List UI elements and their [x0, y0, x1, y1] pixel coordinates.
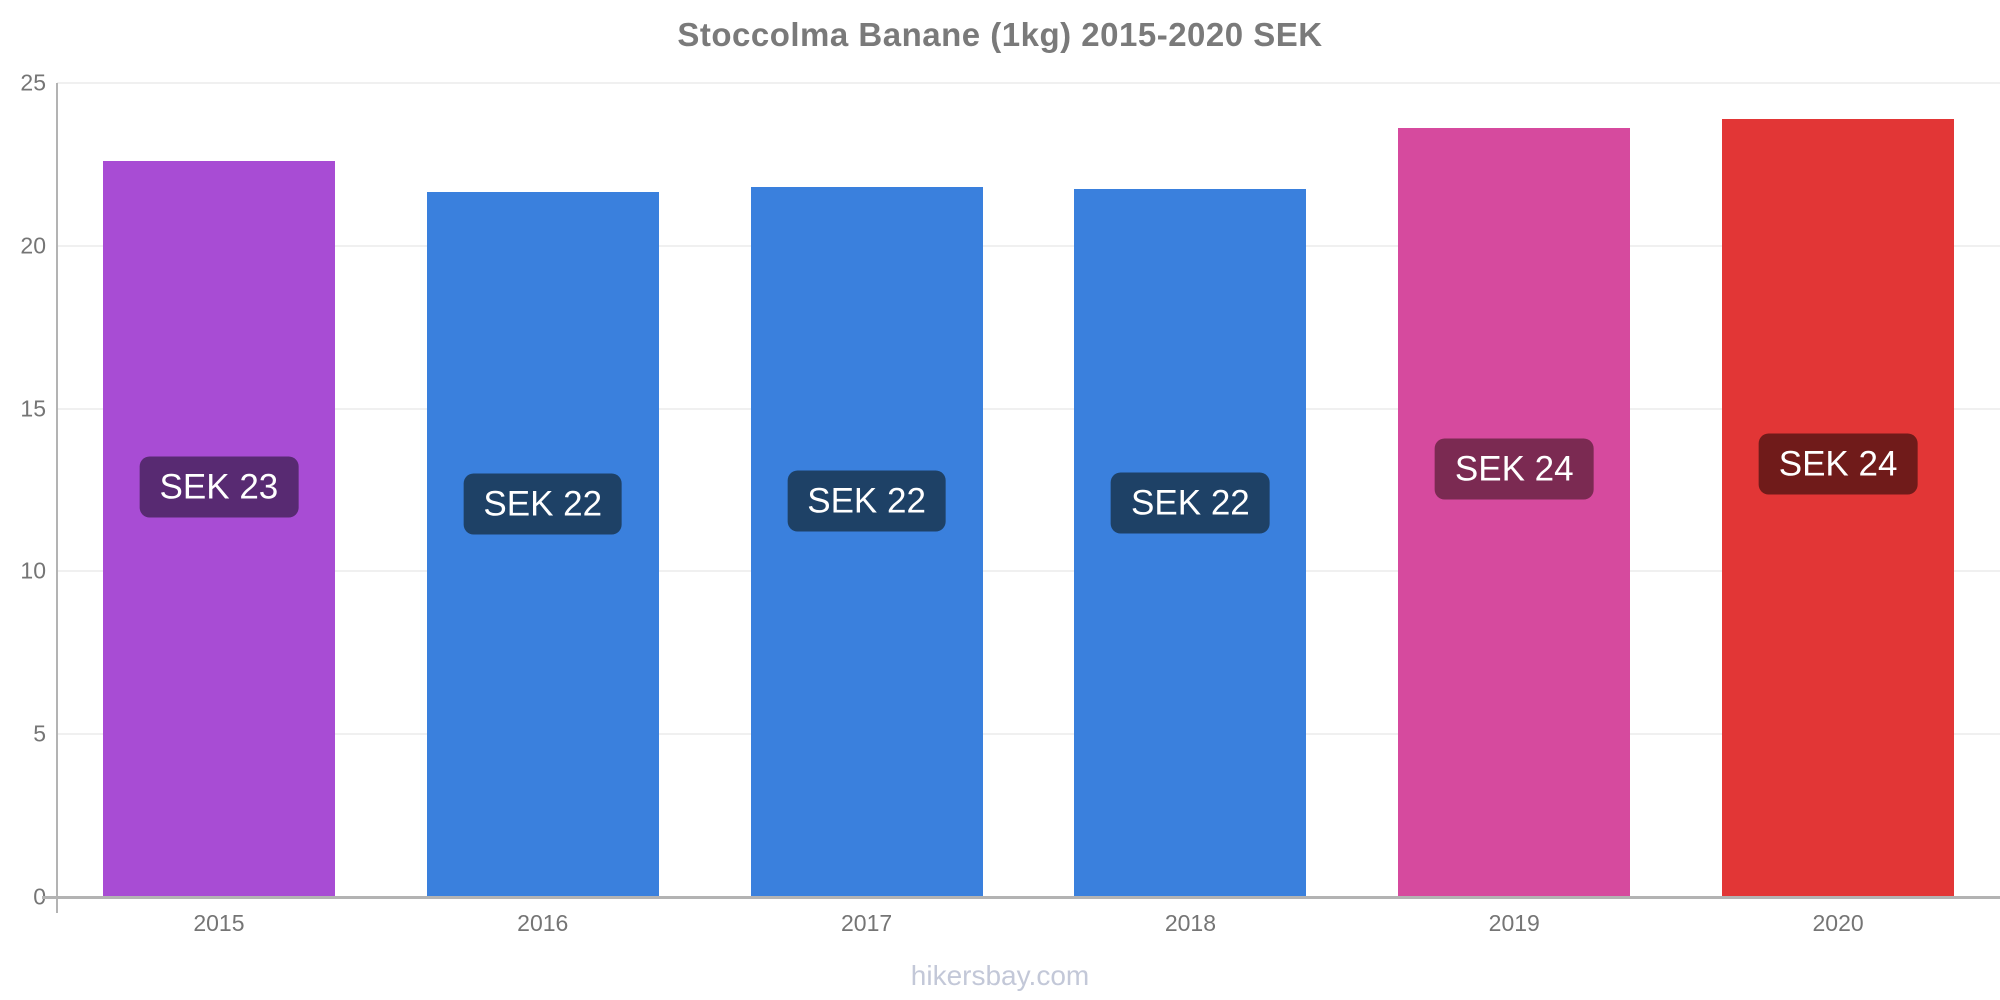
x-tick-label-2020: 2020 [1812, 910, 1864, 936]
y-tick-label-15: 15 [20, 395, 46, 422]
bar-2017[interactable] [750, 186, 983, 897]
bar-value-label-2017: SEK 22 [787, 470, 946, 532]
y-tick-label-0: 0 [33, 883, 46, 910]
y-tick-label-5: 5 [33, 720, 46, 747]
x-tick-label-2015: 2015 [193, 910, 245, 936]
gridline-y5 [57, 733, 2000, 736]
gridline-y20 [57, 244, 2000, 247]
y-tick-label-10: 10 [20, 557, 46, 584]
bar-value-label-2019: SEK 24 [1434, 438, 1594, 500]
bar-2016[interactable] [426, 192, 659, 897]
bar-value-label-2020: SEK 24 [1758, 433, 1918, 495]
x-tick-label-2017: 2017 [840, 910, 893, 936]
x-tick-label-2018: 2018 [1164, 910, 1216, 936]
bar-value-label-2016: SEK 22 [463, 473, 623, 535]
bar-2019[interactable] [1398, 127, 1631, 897]
bar-2015[interactable] [102, 161, 335, 897]
x-tick-label-2016: 2016 [517, 910, 569, 936]
bar-value-label-2015: SEK 23 [139, 456, 299, 518]
y-axis-line [56, 83, 58, 913]
bar-2018[interactable] [1074, 188, 1307, 897]
bar-2020[interactable] [1722, 119, 1955, 897]
y-tick-label-25: 25 [20, 69, 46, 96]
bar-value-label-2018: SEK 22 [1111, 472, 1270, 534]
x-tick-label-2019: 2019 [1488, 910, 1540, 936]
chart-title: Stoccolma Banane (1kg) 2015-2020 SEK [677, 16, 1323, 53]
watermark-link[interactable]: hikersbay.com [910, 960, 1090, 991]
gridline-y10 [57, 570, 2000, 573]
gridline-y25 [57, 82, 2000, 84]
x-axis-baseline [42, 896, 2000, 899]
gridline-y15 [57, 407, 2000, 410]
y-tick-label-20: 20 [20, 232, 46, 259]
